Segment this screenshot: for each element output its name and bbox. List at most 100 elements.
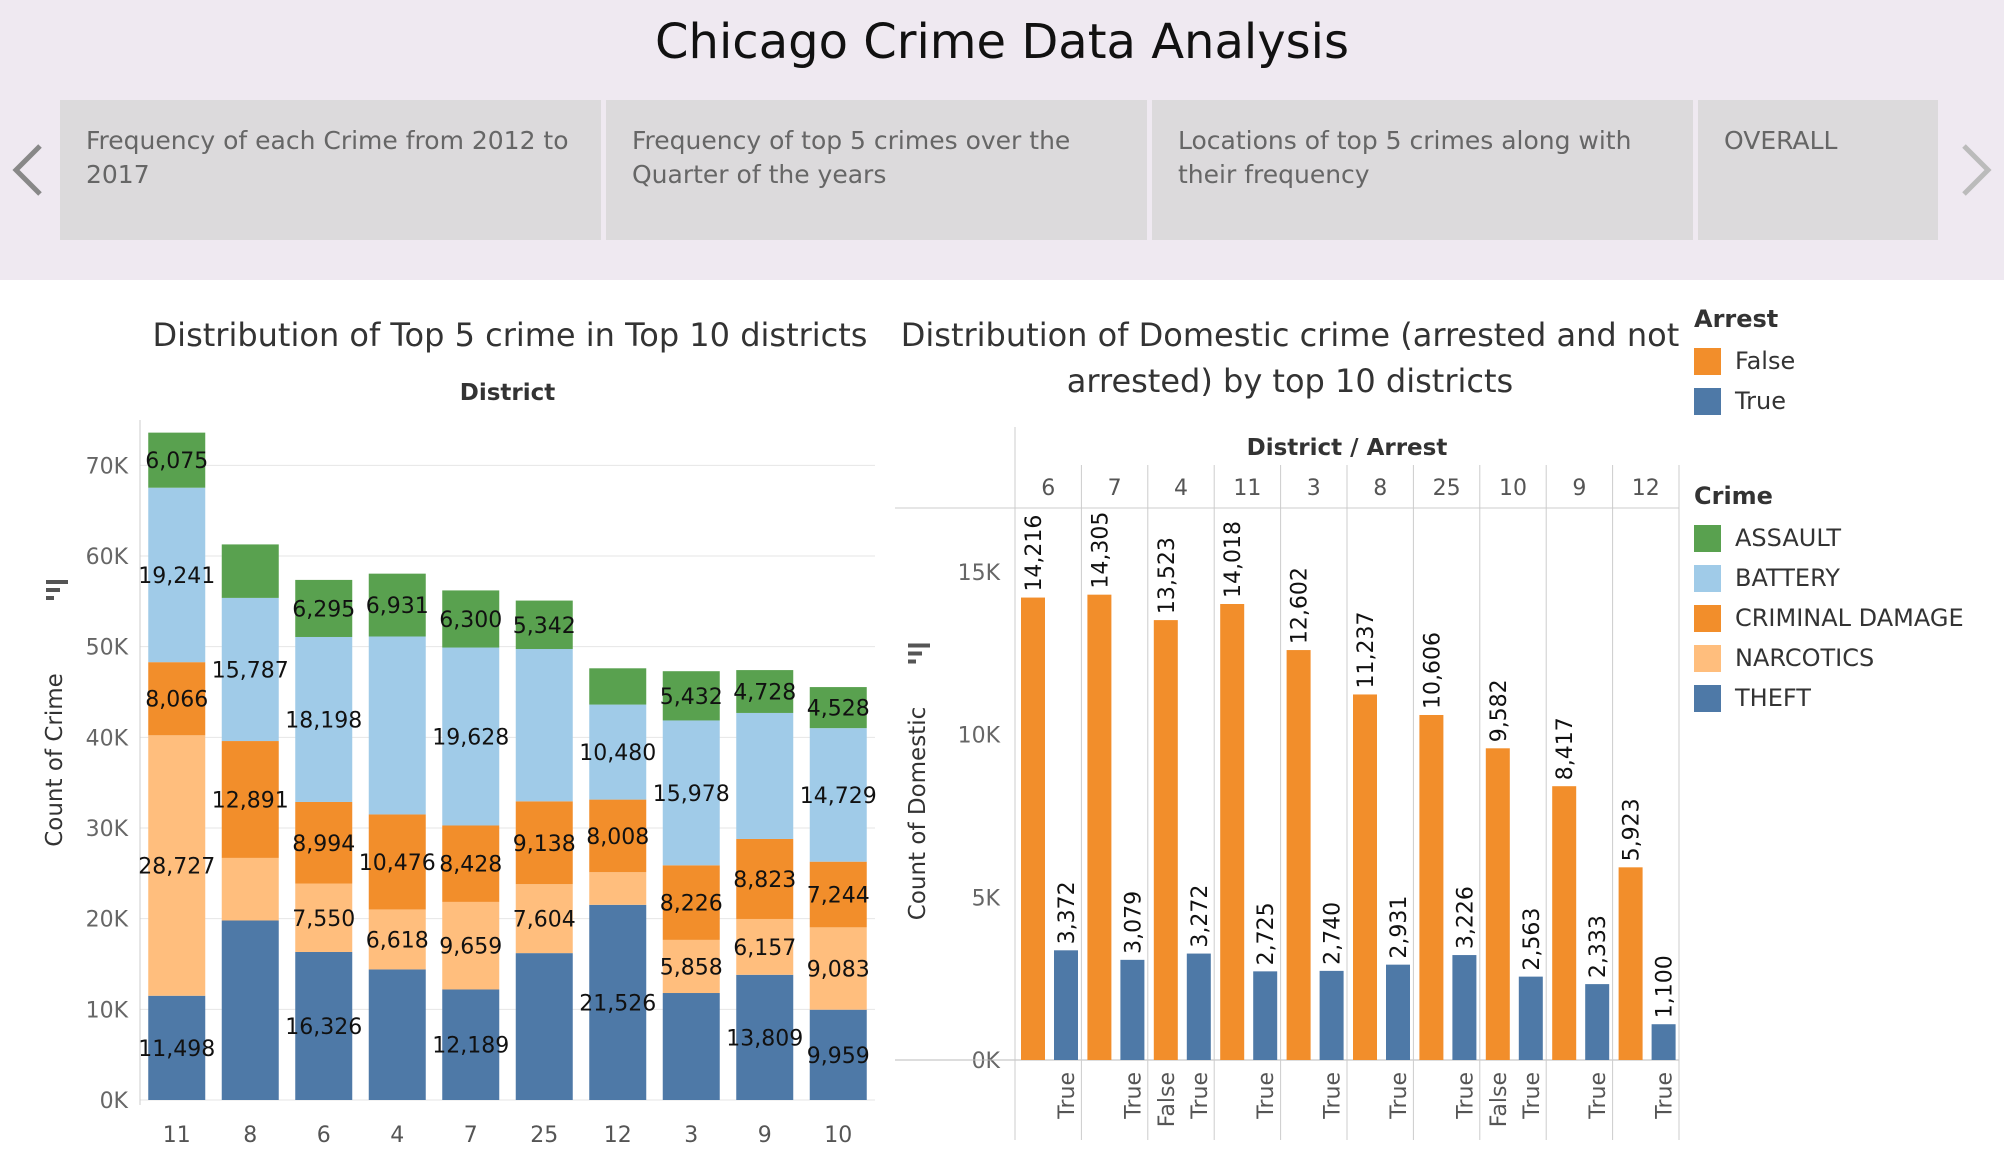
bar-segment-narcotics: [442, 901, 500, 990]
data-label: 9,582: [1487, 679, 1512, 742]
x-tick-label: 3: [684, 1123, 698, 1148]
data-label: 12,189: [432, 1034, 509, 1059]
bar-segment-battery: [515, 649, 573, 802]
legend-swatch: [1694, 387, 1721, 415]
bar-segment-narcotics: [515, 884, 573, 954]
legend-arrest-false[interactable]: False: [1694, 341, 1795, 381]
bar-segment-narcotics: [221, 857, 279, 921]
y-tick-label: 20K: [86, 908, 129, 933]
legend-swatch: [1694, 684, 1721, 712]
story-point-overall[interactable]: OVERALL: [1698, 100, 1938, 240]
bar-false: [1552, 786, 1577, 1060]
bar-true: [1054, 950, 1078, 1060]
data-label: 6,618: [366, 928, 429, 953]
x-tick-label: 9: [758, 1123, 772, 1148]
data-label: 2,725: [1254, 902, 1279, 965]
legend-label: NARCOTICS: [1735, 644, 1875, 672]
bar-false: [1485, 748, 1510, 1060]
legend-arrest-true[interactable]: True: [1694, 381, 1795, 421]
legend-crime-battery[interactable]: BATTERY: [1694, 558, 1964, 598]
story-header: Chicago Crime Data Analysis Frequency of…: [0, 0, 2004, 280]
bar-false: [1618, 867, 1643, 1060]
bar-true: [1319, 970, 1344, 1060]
story-point-crime-frequency[interactable]: Frequency of each Crime from 2012 to 201…: [60, 100, 601, 240]
bar-segment-theft: [589, 904, 647, 1100]
bar-segment-theft: [662, 993, 720, 1100]
data-label: 21,526: [579, 991, 656, 1016]
data-label: 8,823: [733, 868, 796, 893]
data-label: 9,659: [439, 935, 502, 960]
bar-segment-assault: [736, 670, 794, 713]
legend-crime-theft[interactable]: THEFT: [1694, 678, 1964, 718]
arrest-label: True: [1520, 1072, 1545, 1120]
data-label: 13,809: [726, 1026, 803, 1051]
bar-false: [1286, 650, 1311, 1060]
data-label: 2,563: [1520, 908, 1545, 971]
bar-segment-assault: [295, 579, 353, 637]
data-label: 14,018: [1221, 521, 1246, 598]
bar-segment-criminal-damage: [809, 861, 867, 928]
data-label: 8,994: [292, 832, 355, 857]
sort-icon-bar: [46, 580, 68, 584]
next-arrow-icon[interactable]: [1956, 140, 1996, 204]
arrest-label: True: [1254, 1072, 1279, 1120]
legend-crime-assault[interactable]: ASSAULT: [1694, 518, 1964, 558]
data-label: 7,244: [807, 884, 870, 909]
legend-label: BATTERY: [1735, 564, 1840, 592]
sort-icon-bar: [46, 596, 54, 600]
data-label: 14,216: [1022, 515, 1047, 592]
y-tick-label: 15K: [958, 561, 1001, 586]
data-label: 19,241: [138, 564, 215, 589]
y-tick-label: 40K: [86, 726, 129, 751]
bar-false: [1220, 604, 1245, 1060]
story-point-quarterly-frequency[interactable]: Frequency of top 5 crimes over the Quart…: [606, 100, 1147, 240]
data-label: 14,305: [1088, 512, 1113, 589]
arrest-label: True: [1121, 1072, 1146, 1120]
sort-icon-bar: [46, 588, 60, 592]
y-tick-label: 30K: [86, 817, 129, 842]
right-chart-title-line-1: Distribution of Domestic crime (arrested…: [900, 316, 1680, 354]
data-label: 19,628: [432, 726, 509, 751]
y-axis-title: Count of Crime: [42, 673, 68, 847]
district-label: 6: [1041, 476, 1055, 501]
bar-true: [1651, 1024, 1676, 1060]
legend-label: CRIMINAL DAMAGE: [1735, 604, 1964, 632]
sort-icon-bar: [908, 659, 916, 664]
previous-arrow-icon[interactable]: [8, 140, 48, 204]
data-label: 13,523: [1155, 537, 1180, 614]
bar-segment-criminal-damage: [736, 838, 794, 919]
right-chart-title: Distribution of Domestic crime (arrested…: [890, 312, 1690, 404]
data-label: 7,604: [513, 908, 576, 933]
bar-false: [1087, 594, 1112, 1060]
data-label: 5,342: [513, 614, 576, 639]
bar-true: [1186, 953, 1211, 1060]
district-label: 9: [1572, 476, 1586, 501]
data-label: 15,978: [653, 782, 730, 807]
bar-segment-theft: [368, 969, 426, 1100]
data-label: 6,075: [145, 449, 208, 474]
legend-label: False: [1735, 347, 1796, 375]
data-label: 4,728: [733, 681, 796, 706]
dashboard-title: Chicago Crime Data Analysis: [655, 14, 1349, 70]
bar-segment-assault: [221, 544, 279, 598]
bar-segment-criminal-damage: [295, 801, 353, 884]
bar-segment-theft: [515, 953, 573, 1100]
data-label: 11,237: [1354, 611, 1379, 688]
legend-crime-narcotics[interactable]: NARCOTICS: [1694, 638, 1964, 678]
legend-swatch: [1694, 564, 1721, 592]
arrest-legend: Arrest False True: [1694, 305, 1795, 421]
data-label: 10,480: [579, 741, 656, 766]
bar-segment-narcotics: [809, 927, 867, 1010]
bar-segment-battery: [736, 712, 794, 839]
story-point-locations[interactable]: Locations of top 5 crimes along with the…: [1152, 100, 1693, 240]
crime-legend: Crime ASSAULT BATTERY CRIMINAL DAMAGE NARCO…: [1694, 482, 1964, 718]
district-label: 4: [1174, 476, 1188, 501]
arrest-label: True: [1188, 1072, 1213, 1120]
arrest-label: True: [1321, 1072, 1346, 1120]
bar-segment-battery: [148, 487, 206, 663]
legend-crime-criminal-damage[interactable]: CRIMINAL DAMAGE: [1694, 598, 1964, 638]
bar-false: [1419, 714, 1444, 1060]
legend-swatch: [1694, 524, 1721, 552]
bar-segment-battery: [809, 728, 867, 862]
crime-legend-title: Crime: [1694, 482, 1773, 510]
